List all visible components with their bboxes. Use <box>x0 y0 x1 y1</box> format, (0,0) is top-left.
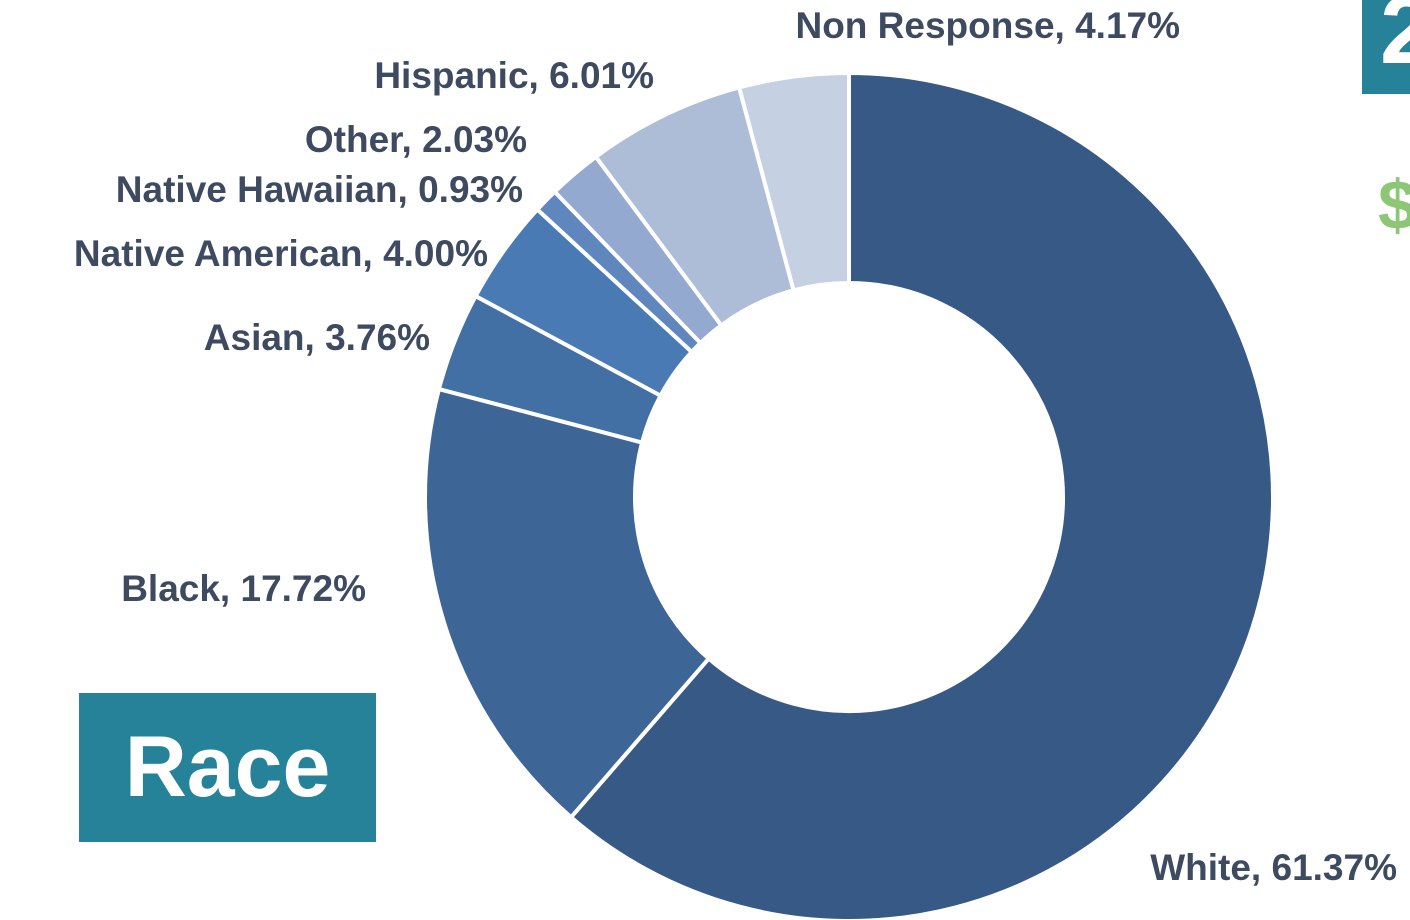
chart-title-box: Race <box>79 693 376 842</box>
slice-black <box>423 387 711 820</box>
slice-non-response <box>737 71 851 293</box>
label-hispanic: Hispanic, 6.01% <box>374 55 654 96</box>
label-native-american: Native American, 4.00% <box>74 233 488 274</box>
chart-title: Race <box>124 719 331 815</box>
label-other: Other, 2.03% <box>305 119 527 160</box>
slice-white <box>569 71 1275 920</box>
corner-number-box: 2 <box>1362 0 1410 94</box>
dollar-sign: $ <box>1378 170 1410 240</box>
label-asian: Asian, 3.76% <box>204 317 430 358</box>
label-non-response: Non Response, 4.17% <box>795 5 1180 46</box>
label-black: Black, 17.72% <box>121 568 366 609</box>
label-native-hawaiian: Native Hawaiian, 0.93% <box>116 169 523 210</box>
corner-number: 2 <box>1380 0 1410 84</box>
label-white: White, 61.37% <box>1150 847 1397 888</box>
